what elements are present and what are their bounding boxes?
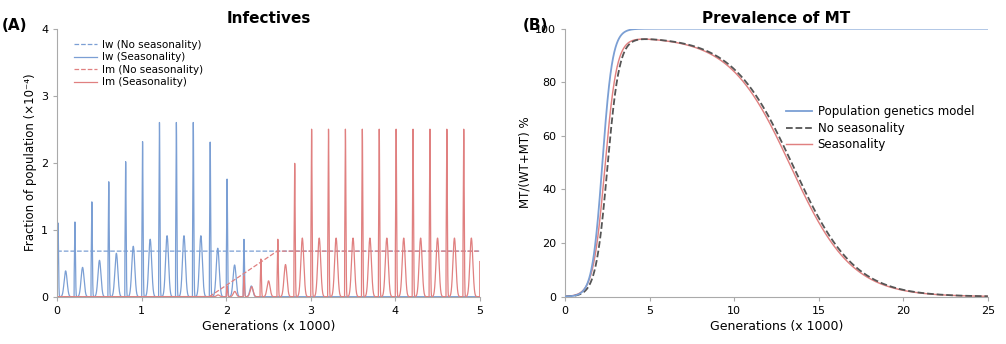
No seasonality xyxy=(749,92,762,96)
No seasonality xyxy=(640,37,652,41)
Line: No seasonality: No seasonality xyxy=(565,39,988,297)
Legend: Iw (No seasonality), Iw (Seasonality), Im (No seasonality), Im (Seasonality): Iw (No seasonality), Iw (Seasonality), I… xyxy=(70,36,206,90)
Population genetics model xyxy=(982,26,994,31)
Im (Seasonality) xyxy=(51,294,63,299)
Iw (Seasonality) xyxy=(454,294,466,299)
Title: Prevalence of MT: Prevalence of MT xyxy=(702,11,851,26)
Population genetics model xyxy=(649,26,661,31)
Im (Seasonality) xyxy=(454,294,466,299)
No seasonality xyxy=(982,294,994,298)
No seasonality xyxy=(609,93,621,97)
Im (Seasonality) xyxy=(434,281,446,285)
Im (Seasonality) xyxy=(458,127,470,131)
Iw (No seasonality) xyxy=(103,249,115,253)
Seasonality xyxy=(584,275,597,279)
Im (Seasonality) xyxy=(274,294,286,299)
Im (No seasonality) xyxy=(434,249,446,253)
Population genetics model xyxy=(970,26,982,31)
Population genetics model xyxy=(559,294,571,299)
Im (No seasonality) xyxy=(454,249,466,253)
Im (No seasonality) xyxy=(274,249,286,253)
Im (No seasonality) xyxy=(320,249,332,253)
Seasonality xyxy=(871,280,883,284)
No seasonality xyxy=(970,294,982,298)
Iw (Seasonality) xyxy=(474,294,486,299)
Text: (B): (B) xyxy=(523,18,548,33)
Title: Infectives: Infectives xyxy=(226,11,311,26)
Im (No seasonality) xyxy=(474,249,486,253)
No seasonality xyxy=(584,281,597,286)
Iw (Seasonality) xyxy=(154,120,166,125)
Line: Population genetics model: Population genetics model xyxy=(565,29,988,297)
X-axis label: Generations (x 1000): Generations (x 1000) xyxy=(202,320,335,333)
Iw (No seasonality) xyxy=(274,249,286,253)
Line: Im (No seasonality): Im (No seasonality) xyxy=(57,251,480,297)
Seasonality xyxy=(609,76,621,80)
Population genetics model xyxy=(783,26,795,31)
Text: (A): (A) xyxy=(2,18,28,33)
Line: Iw (Seasonality): Iw (Seasonality) xyxy=(57,122,480,297)
Im (Seasonality) xyxy=(103,294,115,299)
X-axis label: Generations (x 1000): Generations (x 1000) xyxy=(710,320,843,333)
Line: Seasonality: Seasonality xyxy=(565,39,988,297)
No seasonality xyxy=(871,279,883,283)
Seasonality xyxy=(559,294,571,299)
Iw (No seasonality) xyxy=(474,249,486,253)
Iw (Seasonality) xyxy=(434,294,446,299)
Population genetics model xyxy=(749,26,762,31)
Iw (Seasonality) xyxy=(274,294,286,299)
Population genetics model xyxy=(584,272,597,277)
Iw (Seasonality) xyxy=(103,188,115,192)
Im (Seasonality) xyxy=(60,294,72,299)
No seasonality xyxy=(649,37,661,42)
Population genetics model xyxy=(609,47,621,52)
Iw (Seasonality) xyxy=(254,294,266,299)
Iw (No seasonality) xyxy=(60,249,72,253)
Im (Seasonality) xyxy=(320,294,332,299)
Iw (No seasonality) xyxy=(320,249,332,253)
Seasonality xyxy=(638,37,650,41)
Iw (Seasonality) xyxy=(51,279,63,283)
Seasonality xyxy=(749,96,762,100)
Y-axis label: MT/(WT+MT) %: MT/(WT+MT) % xyxy=(518,117,531,208)
Im (No seasonality) xyxy=(60,294,72,299)
No seasonality xyxy=(559,294,571,299)
Iw (Seasonality) xyxy=(60,276,72,280)
Seasonality xyxy=(649,38,661,42)
Seasonality xyxy=(970,294,982,298)
Iw (No seasonality) xyxy=(454,249,466,253)
Seasonality xyxy=(982,294,994,298)
Iw (No seasonality) xyxy=(434,249,446,253)
Legend: Population genetics model, No seasonality, Seasonality: Population genetics model, No seasonalit… xyxy=(783,101,978,155)
Iw (No seasonality) xyxy=(51,249,63,253)
Population genetics model xyxy=(871,26,883,31)
Im (No seasonality) xyxy=(103,294,115,299)
Line: Im (Seasonality): Im (Seasonality) xyxy=(57,129,480,297)
Iw (Seasonality) xyxy=(320,294,332,299)
Y-axis label: Fraction of population (×10⁻⁴): Fraction of population (×10⁻⁴) xyxy=(24,74,37,251)
Im (Seasonality) xyxy=(474,259,486,264)
Im (No seasonality) xyxy=(51,294,63,299)
Im (No seasonality) xyxy=(271,249,283,253)
